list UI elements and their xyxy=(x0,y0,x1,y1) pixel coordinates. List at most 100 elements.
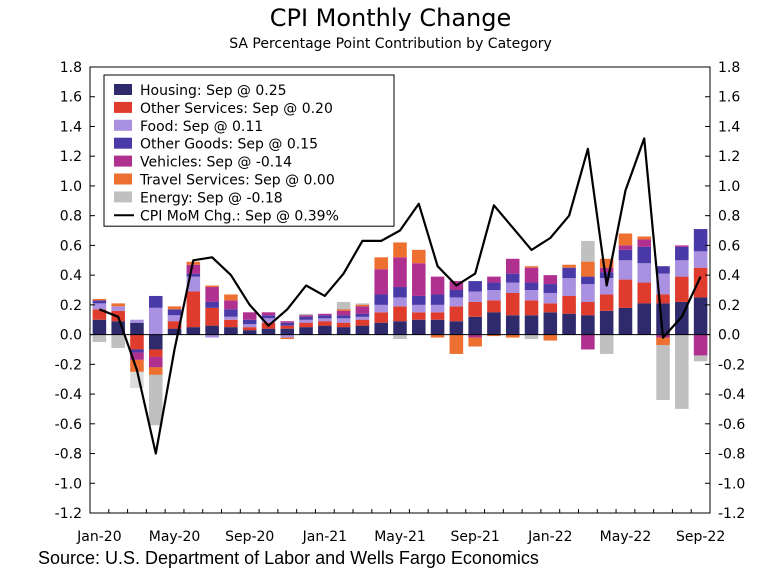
bar-travel-services xyxy=(599,258,614,268)
y-tick-label-right: 0.8 xyxy=(718,209,740,225)
bar-other-goods xyxy=(318,315,332,319)
bar-housing xyxy=(524,315,539,335)
bar-other-goods xyxy=(148,295,163,308)
bar-housing xyxy=(468,316,482,335)
bar-vehicles xyxy=(261,312,276,316)
bar-travel-services xyxy=(205,285,219,288)
bar-housing xyxy=(167,328,182,335)
bar-stack xyxy=(148,295,163,426)
bar-vehicles xyxy=(318,313,332,316)
y-tick-label-left: -1.2 xyxy=(55,506,82,522)
bar-other-goods xyxy=(261,315,276,319)
bar-vehicles xyxy=(618,245,633,250)
bar-housing xyxy=(318,325,332,335)
bar-food xyxy=(393,297,407,307)
bar-energy xyxy=(675,334,689,409)
legend-swatch xyxy=(114,84,132,95)
y-tick-label-left: -1.0 xyxy=(55,476,82,492)
bar-travel-services xyxy=(130,359,144,372)
bar-travel-services xyxy=(92,298,107,301)
bar-housing xyxy=(336,327,351,335)
bar-stack xyxy=(355,303,370,335)
legend-label: Other Services: Sep @ 0.20 xyxy=(140,101,333,117)
bar-other-services xyxy=(148,349,163,357)
bar-other-services xyxy=(412,312,426,320)
bar-other-services xyxy=(393,306,407,322)
x-tick-label: May-21 xyxy=(374,529,426,545)
bar-food xyxy=(374,304,388,313)
x-tick-label: May-22 xyxy=(600,529,652,545)
bar-stack xyxy=(130,319,144,389)
bar-vehicles xyxy=(505,258,520,274)
bar-travel-services xyxy=(167,306,182,310)
y-tick-label-right: -0.4 xyxy=(718,387,745,403)
bar-other-services xyxy=(374,312,388,323)
bar-vehicles xyxy=(412,263,426,296)
bar-other-goods xyxy=(468,281,482,292)
bar-stack xyxy=(524,266,539,340)
bar-other-goods xyxy=(618,249,633,261)
bar-vehicles xyxy=(693,334,708,356)
bar-stack xyxy=(186,261,201,335)
bar-travel-services xyxy=(224,294,238,301)
bar-housing xyxy=(148,334,163,350)
legend-label: Energy: Sep @ -0.18 xyxy=(140,190,283,206)
bar-other-goods xyxy=(242,319,257,325)
bar-travel-services xyxy=(374,257,388,270)
y-tick-label-left: 1.4 xyxy=(60,119,82,135)
bar-housing xyxy=(562,313,576,335)
bar-food xyxy=(618,260,633,280)
y-tick-label-left: -0.8 xyxy=(55,447,82,463)
bar-other-goods xyxy=(693,229,708,252)
bar-food xyxy=(336,318,351,323)
bar-food xyxy=(92,303,107,310)
bar-energy xyxy=(92,334,107,343)
bar-housing xyxy=(449,321,464,335)
bar-other-services xyxy=(336,322,351,328)
bar-food xyxy=(412,304,426,313)
bar-food xyxy=(299,319,313,323)
legend-swatch xyxy=(114,191,132,203)
bar-stack xyxy=(299,313,313,335)
bar-travel-services xyxy=(543,334,558,341)
bar-food xyxy=(111,306,125,311)
bar-stack xyxy=(505,258,520,338)
bar-stack xyxy=(693,229,708,362)
bar-housing xyxy=(412,319,426,335)
bar-housing xyxy=(637,303,652,335)
legend-label: Vehicles: Sep @ -0.14 xyxy=(140,155,292,171)
bar-food xyxy=(430,304,445,313)
chart-title: CPI Monthly Change xyxy=(269,4,512,32)
y-tick-label-left: 1.0 xyxy=(60,179,82,195)
bar-vehicles xyxy=(242,312,257,320)
bar-other-services xyxy=(92,309,107,320)
bar-food xyxy=(505,282,520,293)
bar-housing xyxy=(618,307,633,335)
bar-travel-services xyxy=(618,233,633,246)
bar-housing xyxy=(280,328,295,335)
bar-stack xyxy=(261,312,276,335)
y-tick-label-right: -0.8 xyxy=(718,447,745,463)
bar-housing xyxy=(261,328,276,335)
bar-stack xyxy=(393,242,407,340)
legend-swatch xyxy=(114,119,132,131)
y-tick-label-left: -0.2 xyxy=(55,357,82,373)
x-tick-label: Sep-22 xyxy=(676,529,725,545)
legend-swatch xyxy=(114,101,132,113)
bar-travel-services xyxy=(393,242,407,258)
bar-other-goods xyxy=(374,294,388,305)
bar-vehicles xyxy=(430,276,445,295)
bar-other-services xyxy=(505,292,520,316)
bar-stack xyxy=(280,321,295,340)
bar-other-services xyxy=(487,300,501,313)
plot-frame xyxy=(89,66,711,514)
bar-other-goods xyxy=(355,313,370,317)
y-tick-label-right: 1.4 xyxy=(718,119,740,135)
bar-housing xyxy=(224,327,238,335)
bar-vehicles xyxy=(637,239,652,247)
bar-food xyxy=(487,290,501,301)
bar-other-goods xyxy=(637,246,652,264)
bar-other-goods xyxy=(280,322,295,326)
bar-other-services xyxy=(637,282,652,304)
y-tick-label-left: -0.6 xyxy=(55,417,82,433)
